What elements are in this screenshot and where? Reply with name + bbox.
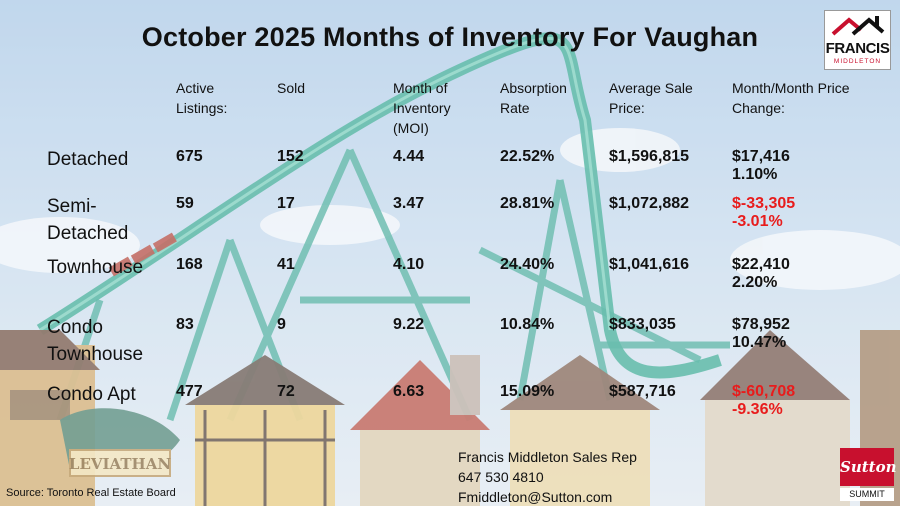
logo-surname: MIDDLETON — [833, 58, 882, 65]
cell-absorption: 24.40% — [500, 256, 555, 273]
leviathan-sign: LEVIATHAN — [69, 455, 171, 473]
cell-change-amount: $-60,708 — [732, 383, 796, 400]
cell-active: 168 — [176, 256, 203, 273]
cell-avg-price: $1,596,815 — [609, 148, 690, 165]
row-label-condo-apt: Condo Apt — [47, 384, 136, 405]
row-label-townhouse: Townhouse — [47, 257, 144, 278]
header-active-listings: Active Listings: — [176, 80, 228, 116]
page-title: October 2025 Months of Inventory For Vau… — [141, 22, 759, 52]
header-sold: Sold — [277, 80, 306, 96]
cell-sold: 72 — [277, 383, 295, 400]
cell-change-amount: $-33,305 — [732, 195, 796, 212]
cell-moi: 4.44 — [393, 148, 425, 165]
cell-change-amount: $22,410 — [732, 256, 790, 273]
contact-email: Fmiddleton@Sutton.com — [458, 489, 613, 505]
cell-sold: 17 — [277, 195, 295, 212]
header-absorption-rate: Absorption Rate — [500, 80, 567, 116]
row-label-condo-townhouse: Condo Townhouse — [47, 317, 144, 365]
sutton-brand: Sutton — [840, 448, 897, 486]
cell-avg-price: $833,035 — [609, 316, 676, 333]
cell-absorption: 15.09% — [500, 383, 555, 400]
logo-name: FRANCIS — [825, 40, 890, 57]
cell-sold: 152 — [277, 148, 304, 165]
cell-sold: 41 — [277, 256, 295, 273]
header-average-sale-price: Average Sale Price: — [609, 80, 693, 116]
cell-active: 83 — [176, 316, 194, 333]
cell-moi: 6.63 — [393, 383, 425, 400]
row-label-semi-detached: Semi-Detached — [47, 196, 129, 244]
cell-change-pct: 10.47% — [732, 334, 787, 351]
cell-change-pct: -3.01% — [732, 213, 783, 230]
cell-change-pct: -9.36% — [732, 401, 783, 418]
francis-middleton-logo: FRANCIS MIDDLETON — [824, 10, 891, 70]
contact-name: Francis Middleton Sales Rep — [458, 449, 637, 465]
cell-avg-price: $587,716 — [609, 383, 676, 400]
cell-avg-price: $1,041,616 — [609, 256, 690, 273]
sutton-logo: Sutton SUMMIT — [840, 448, 897, 502]
cell-change-amount: $17,416 — [732, 148, 790, 165]
cell-active: 675 — [176, 148, 203, 165]
header-moi: Month of Inventory (MOI) — [393, 80, 451, 136]
row-label-detached: Detached — [47, 149, 129, 170]
cell-absorption: 10.84% — [500, 316, 555, 333]
cell-moi: 4.10 — [393, 256, 425, 273]
source-note: Source: Toronto Real Estate Board — [6, 487, 176, 499]
contact-phone: 647 530 4810 — [458, 469, 544, 485]
cell-absorption: 22.52% — [500, 148, 555, 165]
cell-active: 477 — [176, 383, 203, 400]
cell-moi: 3.47 — [393, 195, 425, 212]
cell-change-pct: 2.20% — [732, 274, 778, 291]
cell-moi: 9.22 — [393, 316, 425, 333]
house-roof-icon — [831, 16, 885, 36]
contact-block: Francis Middleton Sales Rep 647 530 4810… — [458, 447, 637, 507]
cell-change-amount: $78,952 — [732, 316, 790, 333]
cell-avg-price: $1,072,882 — [609, 195, 690, 212]
cell-sold: 9 — [277, 316, 286, 333]
cell-change-pct: 1.10% — [732, 166, 778, 183]
cell-absorption: 28.81% — [500, 195, 555, 212]
sutton-sub: SUMMIT — [840, 488, 894, 501]
cell-active: 59 — [176, 195, 194, 212]
header-price-change: Month/Month Price Change: — [732, 80, 850, 116]
